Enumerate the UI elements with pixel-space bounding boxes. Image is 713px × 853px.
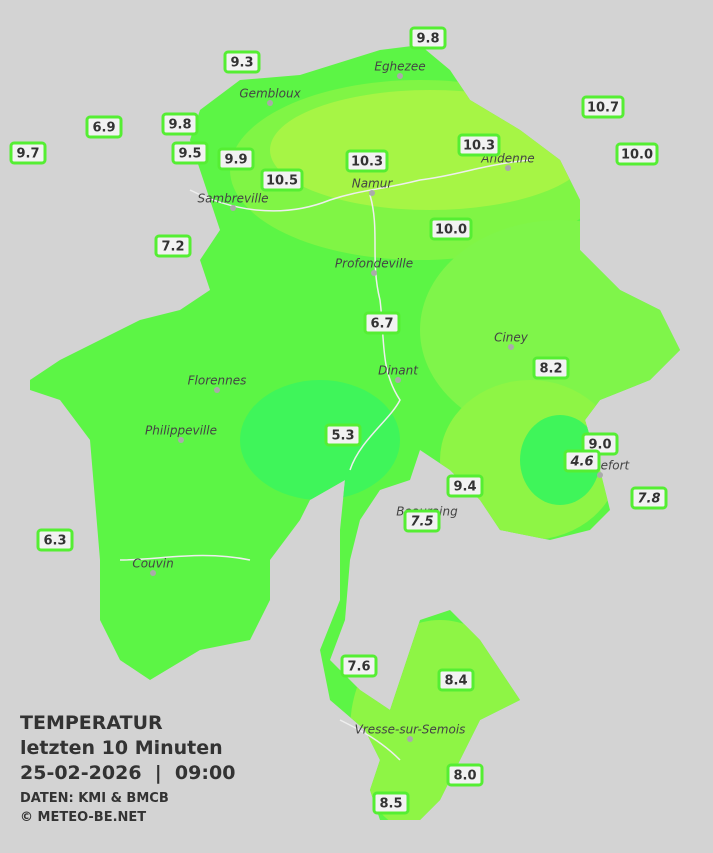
legend-copyright: © METEO-BE.NET xyxy=(20,810,147,825)
station-box xyxy=(161,112,199,136)
town-label: Eghezee xyxy=(374,60,425,74)
station-box xyxy=(429,217,473,241)
town-dot xyxy=(407,736,413,742)
town-label: Namur xyxy=(352,177,394,191)
station-value: 9.3 xyxy=(230,56,253,71)
town-label: Couvin xyxy=(132,557,173,571)
station-value: 9.4 xyxy=(453,480,476,495)
station-value: 9.7 xyxy=(16,147,39,162)
legend-source: DATEN: KMI & BMCB xyxy=(20,791,169,806)
station-value: 7.2 xyxy=(161,240,184,255)
town-dot xyxy=(597,472,603,478)
station-box xyxy=(403,509,441,533)
station-value: 7.8 xyxy=(637,492,660,507)
town-label: Vresse-sur-Semois xyxy=(355,723,466,737)
station-value: 10.3 xyxy=(463,139,495,154)
station-value: 9.5 xyxy=(178,147,201,162)
town-label: Florennes xyxy=(188,374,247,388)
town-dot xyxy=(395,377,401,383)
town-dot xyxy=(214,387,220,393)
station-value: 7.5 xyxy=(410,515,433,530)
station-value: 7.6 xyxy=(347,660,370,675)
town-label: Dinant xyxy=(378,364,419,378)
station-value: 9.8 xyxy=(416,32,439,47)
station-value: 8.2 xyxy=(539,362,562,377)
station-value: 6.3 xyxy=(43,534,66,549)
legend-datetime: 25-02-2026 | 09:00 xyxy=(20,762,236,784)
station-value: 6.9 xyxy=(92,121,115,136)
station-box xyxy=(581,95,625,119)
station-box xyxy=(340,654,378,678)
station-box xyxy=(457,133,501,157)
station-box xyxy=(345,149,389,173)
station-value: 8.0 xyxy=(453,769,476,784)
town-dot xyxy=(371,270,377,276)
town-label: Profondeville xyxy=(335,257,413,271)
station-value: 10.0 xyxy=(435,223,467,238)
station-box xyxy=(615,142,659,166)
town-label: Philippeville xyxy=(145,424,217,438)
station-value: 4.6 xyxy=(569,455,593,470)
town-dot xyxy=(369,190,375,196)
station-value: 5.3 xyxy=(331,429,354,444)
station-box xyxy=(217,147,255,171)
station-box xyxy=(171,141,209,165)
station-box xyxy=(409,26,447,50)
town-dot xyxy=(505,165,511,171)
station-value: 9.9 xyxy=(224,153,247,168)
station-box xyxy=(372,791,410,815)
town-label: Sambreville xyxy=(197,192,268,206)
station-box xyxy=(9,141,47,165)
station-box xyxy=(85,115,123,139)
station-value: 9.8 xyxy=(168,118,191,133)
station-value: 6.7 xyxy=(370,317,393,332)
station-value: 9.0 xyxy=(588,438,611,453)
town-dot xyxy=(230,205,236,211)
station-value: 10.3 xyxy=(351,155,383,170)
station-box xyxy=(446,763,484,787)
station-box xyxy=(563,449,601,473)
station-box xyxy=(324,423,362,447)
station-value: 10.7 xyxy=(587,101,619,116)
rivers xyxy=(119,159,531,761)
station-box xyxy=(36,528,74,552)
station-value: 8.5 xyxy=(379,797,402,812)
town-dot xyxy=(267,100,273,106)
station-box xyxy=(223,50,261,74)
station-box xyxy=(446,474,484,498)
legend-period: letzten 10 Minuten xyxy=(20,737,223,759)
town-dot xyxy=(150,570,156,576)
station-box xyxy=(630,486,668,510)
station-box xyxy=(260,168,304,192)
station-value: 10.0 xyxy=(621,148,653,163)
town-label: Gembloux xyxy=(239,87,301,101)
town-dot xyxy=(397,73,403,79)
town-label: Ciney xyxy=(494,331,529,345)
legend-title: TEMPERATUR xyxy=(20,712,163,734)
town-dot xyxy=(178,437,184,443)
town-dot xyxy=(508,344,514,350)
station-value: 10.5 xyxy=(266,174,298,189)
station-box xyxy=(363,311,401,335)
station-box xyxy=(437,668,475,692)
station-box xyxy=(154,234,192,258)
station-box xyxy=(532,356,570,380)
station-value: 8.4 xyxy=(444,674,467,689)
